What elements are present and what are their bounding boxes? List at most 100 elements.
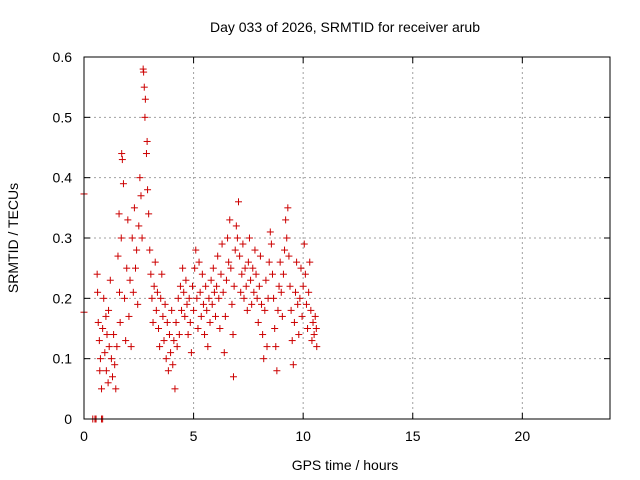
data-point (196, 288, 204, 296)
data-point (124, 216, 132, 224)
y-tick-label: 0.1 (53, 351, 73, 367)
data-point (288, 337, 296, 345)
data-point (99, 325, 107, 332)
data-point (169, 361, 177, 369)
data-point (117, 234, 125, 242)
data-point (304, 325, 312, 332)
data-point (197, 312, 205, 320)
data-point (284, 204, 292, 212)
data-point (178, 306, 186, 314)
data-point (210, 288, 218, 296)
data-point (242, 282, 250, 290)
data-point (153, 288, 161, 296)
data-point (287, 306, 295, 314)
data-point (207, 276, 215, 284)
data-point (186, 318, 194, 326)
data-point (273, 367, 281, 375)
data-point (163, 318, 171, 326)
data-point (173, 343, 181, 351)
y-tick-label: 0.4 (53, 170, 73, 186)
data-point (175, 331, 183, 339)
data-point (220, 349, 228, 357)
data-point (299, 282, 307, 290)
data-point (243, 306, 251, 314)
data-point (219, 288, 227, 296)
data-point (122, 337, 130, 345)
data-point (121, 294, 129, 302)
data-point (160, 337, 168, 345)
data-points (80, 65, 321, 423)
data-point (94, 318, 102, 326)
data-point (254, 318, 262, 326)
data-point (309, 318, 317, 326)
data-point (274, 306, 282, 314)
data-point (123, 264, 131, 272)
data-point (165, 331, 173, 339)
data-point (291, 288, 299, 296)
data-point (106, 276, 114, 284)
data-point (130, 204, 138, 212)
data-point (289, 361, 297, 369)
data-point (126, 276, 134, 284)
y-axis-label: SRMTID / TECUs (5, 183, 21, 293)
data-point (105, 306, 113, 314)
data-point (281, 246, 289, 254)
data-point (222, 276, 230, 284)
data-point (293, 258, 301, 266)
data-point (180, 288, 188, 296)
data-point (199, 300, 207, 308)
data-point (101, 349, 109, 357)
data-point (230, 282, 238, 290)
data-point (179, 264, 187, 272)
data-point (209, 264, 217, 272)
data-point (229, 373, 237, 381)
data-point (198, 270, 206, 278)
data-point (185, 294, 193, 302)
data-point (194, 325, 202, 332)
data-point (235, 198, 243, 206)
data-point (108, 373, 116, 381)
data-point (132, 264, 140, 272)
data-point (283, 234, 291, 242)
data-point (275, 282, 283, 290)
x-tick-label: 20 (515, 428, 531, 444)
data-point (159, 312, 167, 320)
data-point (278, 312, 286, 320)
data-point (263, 343, 271, 351)
x-tick-label: 5 (190, 428, 198, 444)
data-point (129, 288, 137, 296)
data-point (140, 83, 148, 91)
data-point (260, 355, 268, 363)
data-point (95, 337, 103, 345)
data-point (249, 264, 257, 272)
data-point (290, 318, 298, 326)
data-point (143, 137, 151, 145)
data-point (308, 337, 316, 345)
data-point (110, 331, 118, 339)
data-point (116, 288, 124, 296)
data-point (310, 331, 318, 339)
data-point (156, 343, 164, 351)
data-point (141, 113, 149, 121)
data-point (135, 222, 143, 230)
y-tick-label: 0 (64, 411, 72, 427)
data-point (148, 294, 156, 302)
data-point (103, 331, 111, 339)
data-point (128, 234, 136, 242)
data-point (127, 343, 135, 351)
data-point (102, 312, 110, 320)
data-point (188, 282, 196, 290)
data-point (112, 385, 120, 393)
data-point (228, 300, 236, 308)
data-point (183, 300, 191, 308)
data-point (286, 282, 294, 290)
data-point (204, 343, 212, 351)
data-point (237, 288, 245, 296)
data-point (158, 270, 166, 278)
data-point (114, 252, 122, 260)
data-point (312, 325, 320, 332)
y-tick-label: 0.2 (53, 290, 73, 306)
data-point (294, 300, 302, 308)
data-point (311, 312, 319, 320)
